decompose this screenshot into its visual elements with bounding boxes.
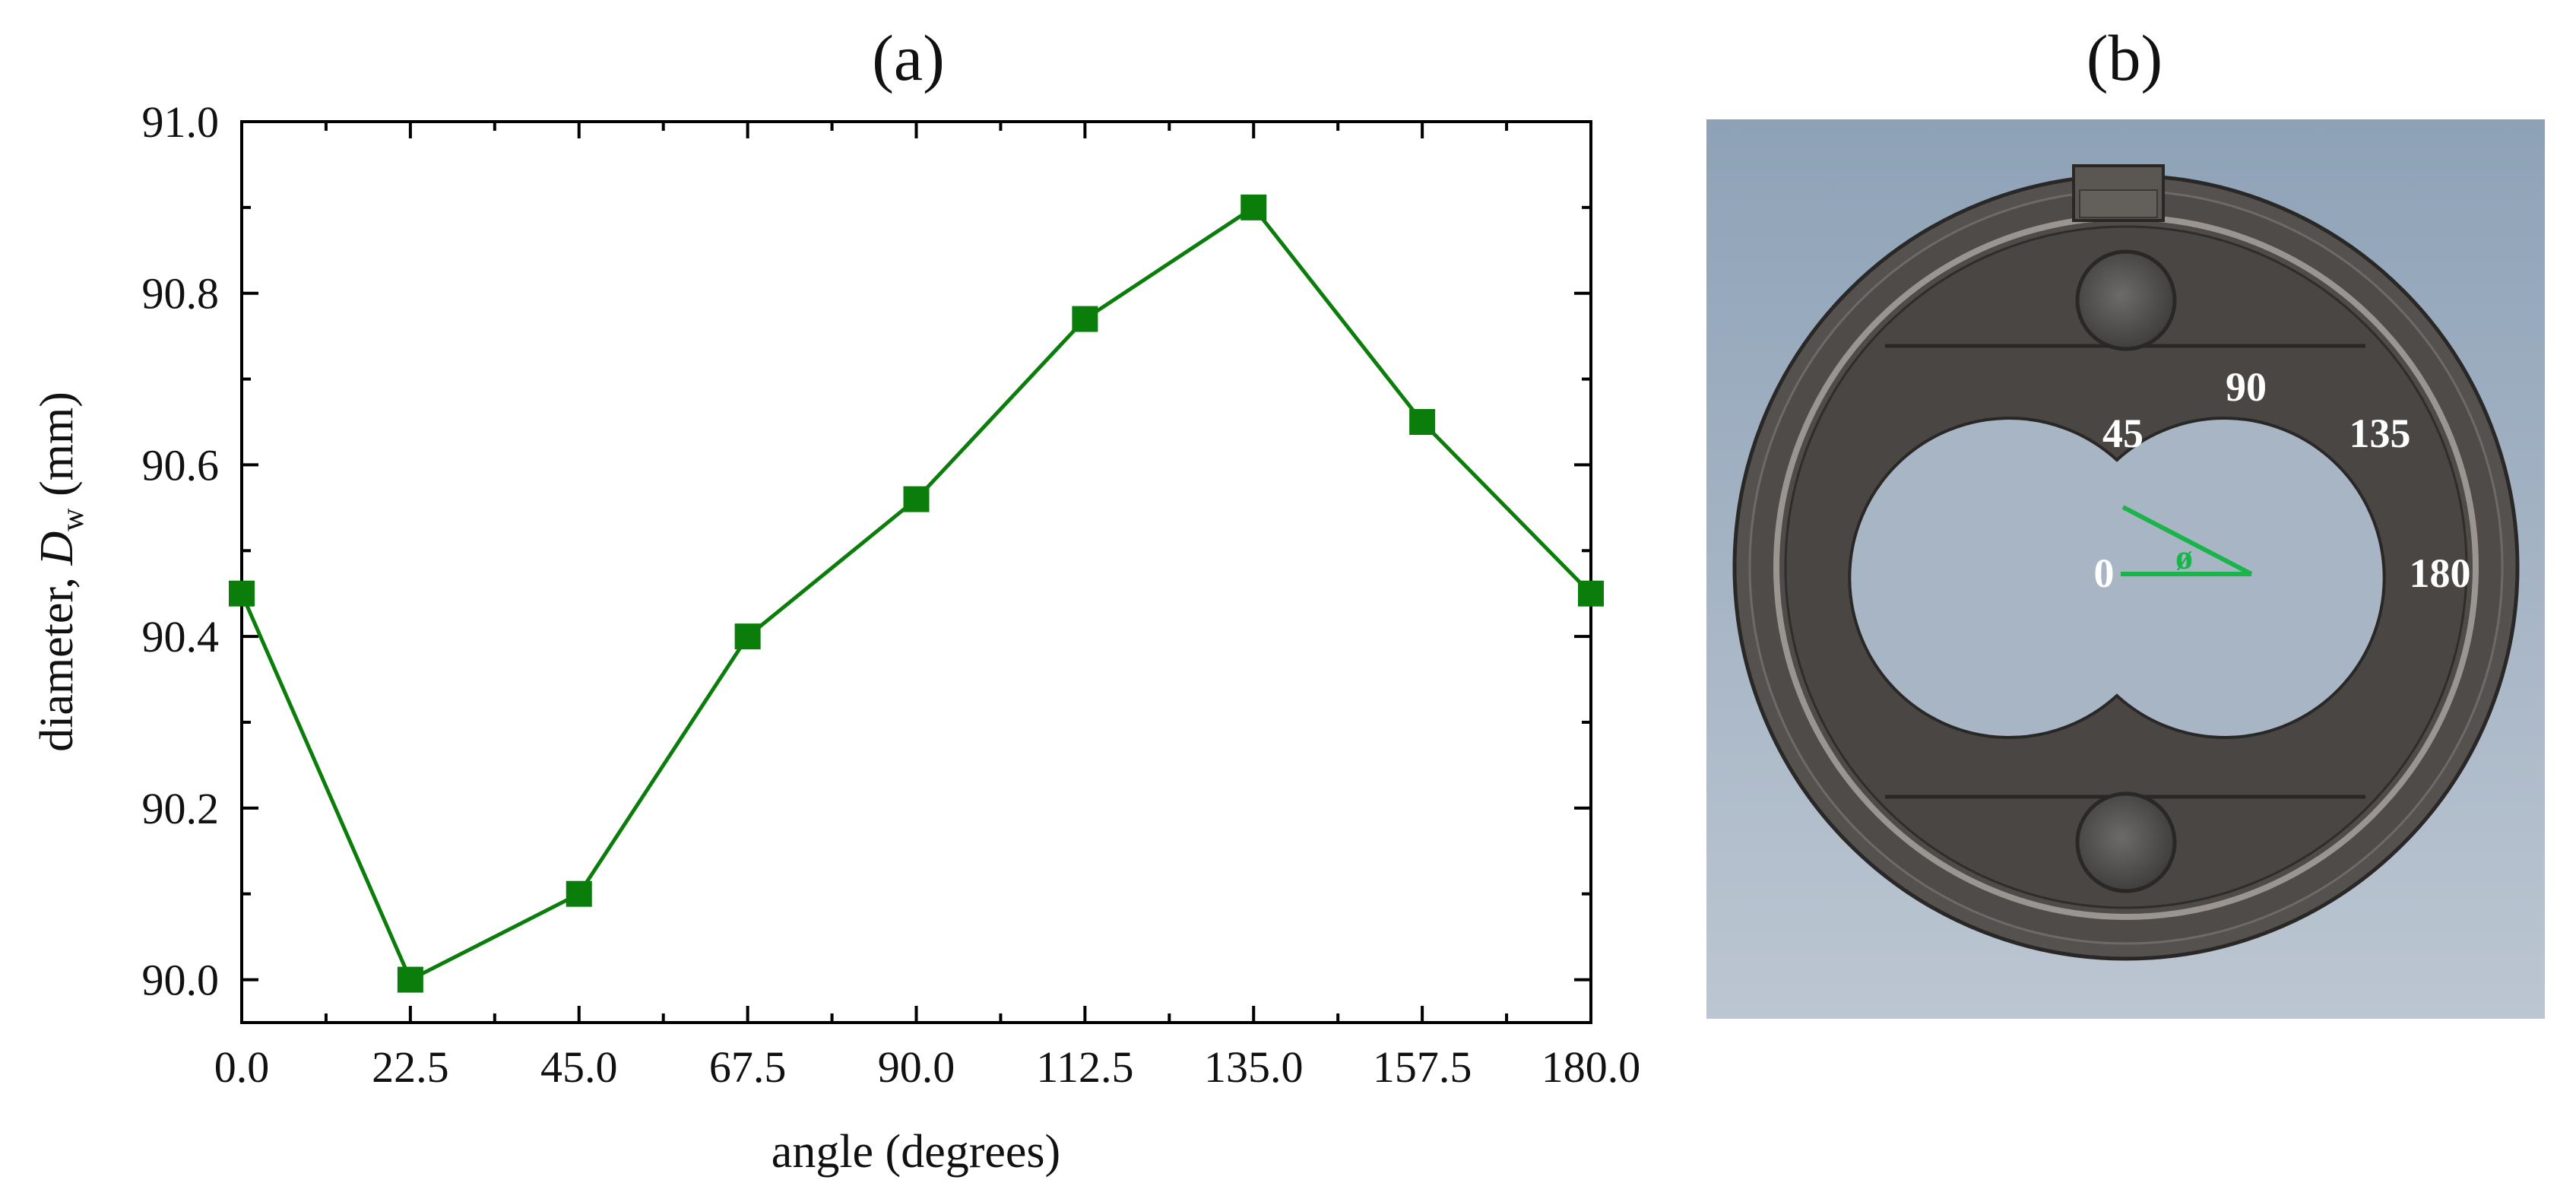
angle-ray (2121, 505, 2253, 576)
panel-a-label: (a) (872, 21, 944, 94)
plot-frame (240, 120, 1592, 1024)
x-tick-labels: 0.0 22.5 45.0 67.5 90.0 112.5 135.0 157.5 180.0 (214, 1042, 1641, 1092)
x-tick-label: 67.5 (709, 1042, 787, 1092)
data-point (229, 580, 255, 607)
angle-label-180: 180 (2410, 550, 2471, 596)
y-axis-label-prefix: diameter, (31, 565, 83, 751)
y-tick-label: 90.0 (142, 956, 220, 1005)
y-tick-label: 90.4 (142, 612, 220, 661)
die-diagram: ø 0 45 90 135 180 (1706, 119, 2545, 1019)
twin-bore-opening (1848, 417, 2386, 739)
data-point (1409, 409, 1436, 435)
keyway-slot-inner (2079, 189, 2158, 218)
x-axis-label: angle (degrees) (772, 1126, 1060, 1178)
bolt-top (2075, 249, 2177, 351)
angle-label-0: 0 (2094, 550, 2115, 596)
data-point (903, 486, 930, 512)
data-point (397, 966, 423, 993)
y-tick-label: 90.2 (142, 784, 220, 833)
angle-label-45: 45 (2102, 411, 2143, 456)
axis-ticks (240, 120, 1592, 1023)
data-point (734, 623, 761, 650)
y-axis-label: diameter, Dw (mm) (31, 392, 90, 752)
chart-panel: 90.0 90.2 90.4 90.6 90.8 91.0 0.0 22.5 45.0 67.5… (31, 97, 1640, 1178)
y-tick-label: 91.0 (142, 97, 220, 147)
data-point (566, 880, 592, 907)
y-axis-label-unit: (mm) (31, 392, 83, 508)
y-tick-label: 90.8 (142, 269, 220, 319)
x-tick-label: 90.0 (878, 1042, 955, 1092)
bolt-bottom (2075, 791, 2177, 893)
panel-b-label: (b) (2086, 21, 2163, 94)
y-tick-label: 90.6 (142, 440, 220, 490)
x-tick-label: 157.5 (1373, 1042, 1472, 1092)
x-tick-label: 180.0 (1541, 1042, 1641, 1092)
angle-label-90: 90 (2226, 364, 2267, 410)
data-point (1072, 306, 1098, 332)
x-tick-label: 135.0 (1204, 1042, 1304, 1092)
x-tick-label: 0.0 (214, 1042, 270, 1092)
data-point (1578, 580, 1604, 607)
y-tick-labels: 90.0 90.2 90.4 90.6 90.8 91.0 (142, 97, 220, 1005)
series-line (239, 205, 1592, 983)
angle-label-135: 135 (2349, 411, 2411, 456)
phi-symbol: ø (2175, 538, 2193, 576)
data-point (1240, 194, 1267, 220)
series-group (229, 194, 1604, 993)
x-tick-label: 112.5 (1036, 1042, 1133, 1092)
x-tick-label: 45.0 (540, 1042, 618, 1092)
x-tick-label: 22.5 (372, 1042, 449, 1092)
y-axis-label-subscript: w (55, 508, 90, 531)
y-axis-label-symbol: D (31, 531, 83, 566)
